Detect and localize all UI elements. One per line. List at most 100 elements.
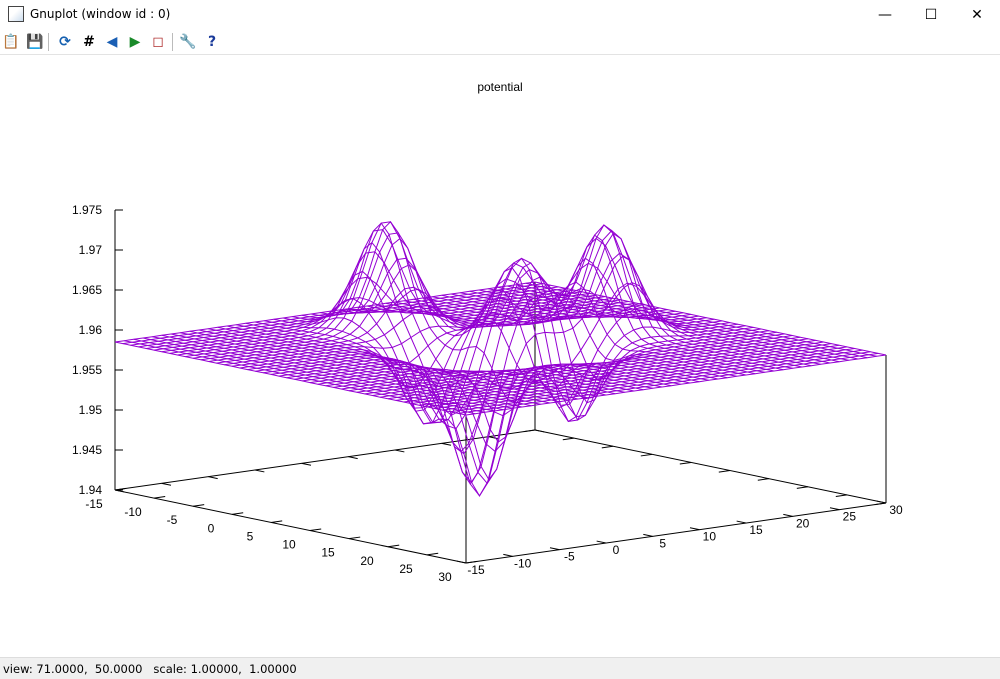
y-tick-label: 15 [749, 523, 763, 537]
help-button[interactable]: ? [203, 33, 221, 51]
y-tick-label: 30 [889, 503, 903, 517]
replot-button[interactable]: ⟳ [56, 33, 74, 51]
z-tick-label: 1.96 [79, 323, 103, 337]
status-bar: view: 71.0000, 50.0000 scale: 1.00000, 1… [0, 657, 1000, 679]
x-tick-mirror [757, 478, 770, 481]
maximize-button[interactable]: ☐ [924, 7, 938, 23]
minimize-button[interactable]: — [878, 7, 892, 23]
save-button[interactable]: 💾 [26, 33, 44, 51]
x-tick-label: -10 [124, 505, 142, 519]
z-tick-label: 1.97 [79, 243, 103, 257]
surface-isoline-y [488, 288, 840, 363]
x-tick-mirror [523, 429, 536, 433]
x-tick-label: 0 [208, 521, 215, 535]
save-icon: 💾 [26, 34, 44, 50]
x-tick-label: 5 [247, 529, 254, 543]
x-tick-mirror [601, 445, 614, 449]
z-tick-label: 1.975 [72, 203, 102, 217]
x-tick-label: 25 [399, 562, 413, 576]
y-tick-mirror [441, 442, 452, 446]
x-tick-mirror [562, 437, 575, 441]
z-tick-label: 1.94 [79, 483, 103, 497]
y-tick-mirror [394, 449, 405, 453]
y-tick-label: 5 [659, 536, 666, 550]
copy-clipboard-button[interactable]: 📋 [2, 33, 20, 51]
x-axis-line [114, 489, 467, 564]
surface-isoline-x [263, 278, 684, 424]
surface-isoline-x [146, 288, 567, 349]
surface-isoline-x [185, 221, 606, 358]
y-tick-label: -15 [467, 563, 485, 577]
z-tick-label: 1.955 [72, 363, 102, 377]
surface-isoline-x [442, 349, 863, 411]
y-tick-label: -10 [514, 556, 532, 570]
surface-isoline-x [341, 328, 762, 400]
x-tick-label: 20 [360, 554, 374, 568]
surface-isoline-y [142, 337, 495, 412]
options-wrench-button[interactable]: 🔧 [179, 33, 197, 51]
toolbar: 📋 💾 ⟳ # ◀ ▶ ◻ 🔧? [0, 30, 1000, 55]
grid-button[interactable]: # [80, 33, 98, 51]
x-tick [153, 496, 166, 499]
surface-isoline-y [170, 333, 523, 408]
x-tick [348, 536, 361, 540]
surface-isoline-x [434, 348, 855, 409]
surface-isoline-y [506, 285, 859, 360]
gnuplot-app-icon [8, 6, 24, 22]
surface-isoline-x [255, 297, 676, 425]
z-tick-label: 1.965 [72, 283, 102, 297]
surface-isoline-y [450, 255, 803, 368]
surface-isoline-y [422, 234, 775, 372]
surface-isoline-x [450, 351, 871, 413]
surface-isoline-x [169, 251, 590, 354]
surface-isoline-y [460, 282, 812, 367]
x-tick [309, 528, 322, 532]
grid-icon: # [83, 34, 95, 50]
zoom-next-icon: ▶ [129, 34, 141, 50]
surface-isoline-x [465, 354, 887, 416]
surface-isoline-x [153, 289, 575, 351]
x-tick [465, 560, 478, 564]
toolbar-separator [172, 33, 173, 51]
surface-isoline-x [380, 336, 801, 398]
autoscale-button[interactable]: ◻ [149, 33, 167, 51]
surface-isoline-x [114, 281, 536, 343]
x-tick-label: 15 [321, 546, 335, 560]
surface-isoline-y [404, 281, 756, 375]
title-bar: Gnuplot (window id : 0) — ☐ ✕ [0, 0, 1000, 30]
surface-isoline-x [224, 304, 645, 366]
surface-isoline-y [329, 237, 681, 385]
surface-isoline-y [161, 334, 513, 409]
surface-isoline-y [432, 224, 784, 371]
surface-isoline-y [348, 267, 700, 409]
close-button[interactable]: ✕ [971, 7, 983, 23]
y-tick-label: 20 [796, 516, 810, 530]
surface-isoline-x [458, 352, 879, 414]
surface-isoline-y [152, 336, 504, 411]
x-tick-label: -15 [85, 497, 103, 511]
x-tick-mirror [835, 494, 848, 497]
zoom-previous-button[interactable]: ◀ [103, 33, 121, 51]
surface-isoline-y [441, 232, 793, 369]
x-tick [270, 520, 283, 523]
y-tick [829, 507, 840, 511]
copy-clipboard-icon: 📋 [2, 34, 20, 50]
surface-isoline-y [525, 282, 877, 357]
surface-isoline-x [403, 341, 824, 403]
surface-isoline-y [124, 340, 476, 415]
surface-isoline-y [198, 329, 551, 404]
base-back-left-edge [114, 429, 536, 491]
surface-isoline-x [286, 224, 707, 455]
view-status-text: view: 71.0000, 50.0000 scale: 1.00000, 1… [3, 662, 297, 676]
surface-isoline-y [376, 276, 728, 404]
y-tick [503, 553, 513, 557]
surface-isoline-x [419, 344, 840, 406]
y-tick [643, 533, 653, 537]
surface-isoline-x [426, 346, 848, 408]
x-tick [192, 504, 205, 507]
surface-isoline-x [387, 338, 809, 400]
zoom-previous-icon: ◀ [106, 34, 118, 50]
zoom-next-button[interactable]: ▶ [126, 33, 144, 51]
x-tick-mirror [796, 486, 809, 489]
x-tick [426, 552, 439, 556]
